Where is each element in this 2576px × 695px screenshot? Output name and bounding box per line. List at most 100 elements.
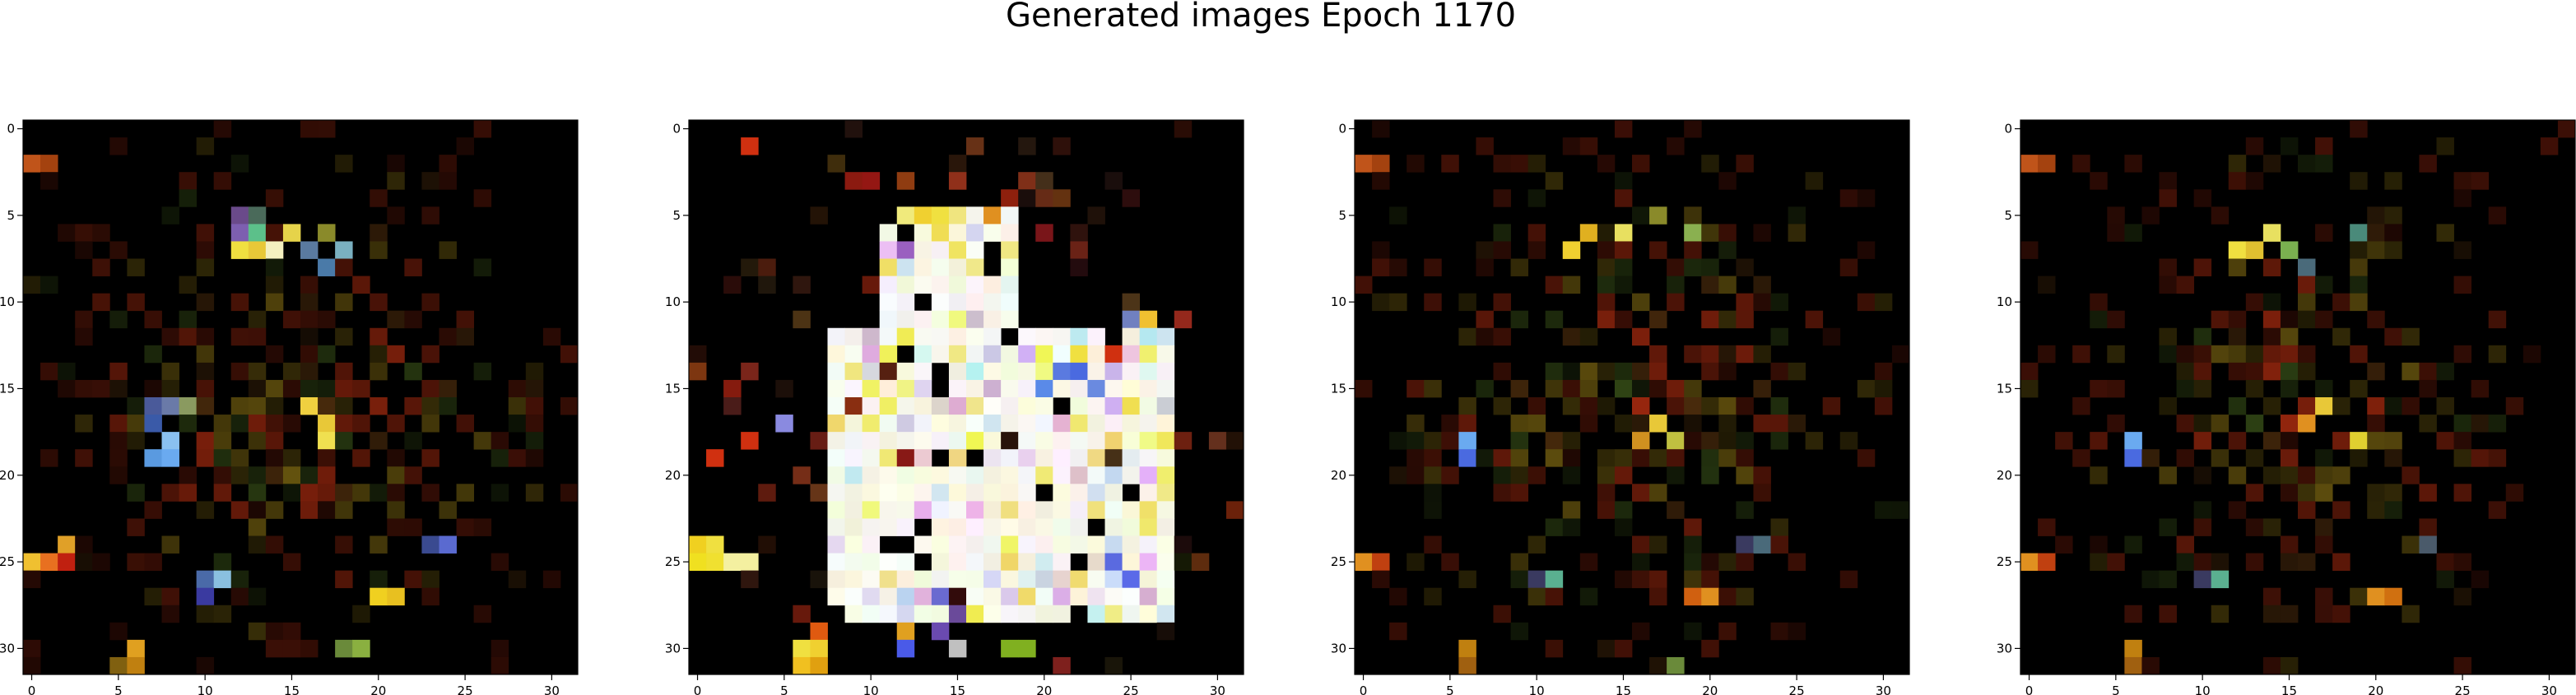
pixel [896, 484, 915, 502]
pixel [2211, 310, 2230, 329]
pixel [2367, 310, 2385, 329]
pixel [723, 397, 742, 415]
pixel [1104, 362, 1123, 381]
pixel [1139, 484, 1158, 502]
pixel [2262, 605, 2281, 623]
pixel [1035, 379, 1053, 398]
pixel [370, 241, 388, 259]
pixel [2436, 553, 2454, 572]
pixel [161, 484, 179, 502]
pixel [948, 484, 967, 502]
pixel [1087, 553, 1105, 572]
pixel [335, 535, 353, 554]
pixel [265, 622, 284, 641]
pixel [1510, 622, 1529, 641]
pixel [689, 362, 707, 381]
pixel [2332, 466, 2350, 484]
pixel [525, 379, 544, 398]
pixel [844, 518, 863, 536]
pixel [827, 587, 845, 606]
pixel [473, 189, 492, 207]
pixel [1874, 397, 1893, 415]
pixel [1562, 137, 1581, 155]
pixel [2124, 449, 2142, 467]
pixel [983, 570, 1002, 589]
pixel [1736, 553, 1754, 572]
pixel [1122, 345, 1141, 364]
pixel [300, 484, 319, 502]
pixel [879, 518, 898, 536]
pixel [966, 345, 984, 364]
pixel [1701, 310, 1719, 329]
pixel [914, 605, 932, 623]
pixel [491, 484, 509, 502]
pixel [2262, 587, 2281, 606]
pixel [966, 310, 984, 329]
pixel [1122, 327, 1141, 346]
pixel [1510, 449, 1529, 467]
pixel [914, 345, 932, 364]
pixel [2193, 553, 2212, 572]
pixel [370, 484, 388, 502]
pixel [948, 518, 967, 536]
pixel [1476, 327, 1494, 346]
pixel [1684, 432, 1702, 450]
pixel [1407, 432, 1425, 450]
pixel [1493, 155, 1511, 173]
pixel [2141, 570, 2160, 589]
pixel [2436, 362, 2454, 381]
pixel [491, 656, 509, 675]
pixel [810, 656, 828, 675]
pixel [1001, 432, 1019, 450]
pixel [1053, 345, 1071, 364]
pixel [1632, 206, 1650, 225]
pixel [1476, 379, 1494, 398]
pixel [196, 656, 215, 675]
pixel [2505, 397, 2524, 415]
pixel [2020, 362, 2039, 381]
pixel [265, 293, 284, 312]
pixel [2107, 310, 2125, 329]
y-tick-label: 25 [1997, 554, 2012, 569]
pixel [2228, 241, 2247, 259]
pixel [370, 535, 388, 554]
pixel [1156, 622, 1175, 641]
pixel [896, 466, 915, 484]
pixel [931, 466, 950, 484]
pixel [827, 501, 845, 519]
pixel [335, 241, 353, 259]
pixel [404, 432, 422, 450]
pixel [1649, 362, 1667, 381]
pixel [300, 397, 319, 415]
pixel [1087, 535, 1105, 554]
pixel [2280, 484, 2299, 502]
pixel [1874, 379, 1893, 398]
pixel [40, 449, 58, 467]
pixel [827, 535, 845, 554]
pixel [404, 570, 422, 589]
pixel [1035, 553, 1053, 572]
pixel [335, 639, 353, 658]
pixel [230, 449, 249, 467]
pixel [966, 379, 984, 398]
pixel [1001, 258, 1019, 276]
pixel [1104, 656, 1123, 675]
pixel [1087, 484, 1105, 502]
y-tick-label: 15 [665, 381, 681, 396]
pixel [1139, 587, 1158, 606]
pixel [844, 397, 863, 415]
pixel [1649, 656, 1667, 675]
pixel [1053, 570, 1071, 589]
pixel [1839, 570, 1858, 589]
pixel [1527, 155, 1546, 173]
pixel [2298, 466, 2316, 484]
pixel [775, 415, 793, 433]
pixel [1545, 310, 1564, 329]
pixel [1753, 224, 1771, 242]
pixel [248, 241, 267, 259]
pixel [1857, 241, 1876, 259]
pixel [144, 449, 162, 467]
pixel [58, 379, 76, 398]
pixel [1562, 518, 1581, 536]
pixel [896, 587, 915, 606]
